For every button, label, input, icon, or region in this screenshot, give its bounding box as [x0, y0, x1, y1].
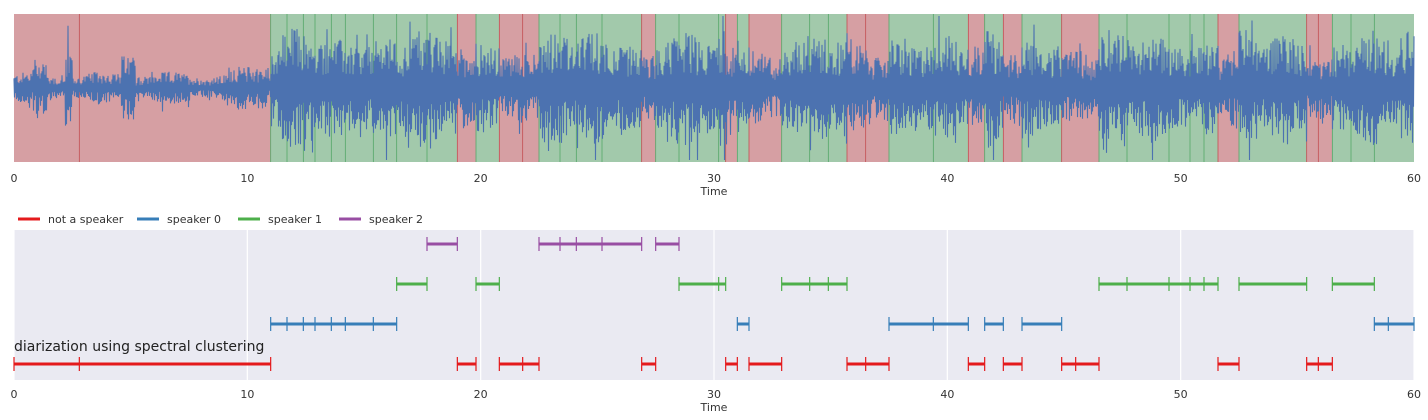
top-x-axis: 0 10 20 30 40 50 60 — [11, 172, 1422, 185]
legend-label: speaker 2 — [369, 213, 423, 226]
bottom-x-axis: 0 10 20 30 40 50 60 — [11, 388, 1422, 401]
x-tick-label: 30 — [707, 172, 721, 185]
diarization-annotation: diarization using spectral clustering — [14, 339, 264, 355]
legend-label: not a speaker — [48, 213, 124, 226]
x-tick-label: 50 — [1174, 388, 1188, 401]
speaker-series — [13, 237, 1415, 371]
x-tick-label: 60 — [1407, 388, 1421, 401]
top-x-axis-title: Time — [700, 185, 728, 198]
x-tick-label: 10 — [240, 172, 254, 185]
x-tick-label: 40 — [940, 172, 954, 185]
x-tick-label: 0 — [11, 172, 18, 185]
x-tick-label: 30 — [707, 388, 721, 401]
series-speaker-2 — [426, 237, 680, 251]
legend-label: speaker 0 — [167, 213, 221, 226]
waveform — [13, 15, 1415, 161]
grid-lines — [13, 230, 1415, 380]
x-tick-label: 20 — [474, 172, 488, 185]
x-tick-label: 40 — [940, 388, 954, 401]
series-speaker-1 — [396, 277, 1375, 291]
diarization-panel: diarization using spectral clustering 0 1… — [11, 230, 1422, 414]
x-tick-label: 0 — [11, 388, 18, 401]
x-tick-label: 20 — [474, 388, 488, 401]
waveform-panel: 0 10 20 30 40 50 60 Time — [11, 14, 1422, 198]
x-tick-label: 50 — [1174, 172, 1188, 185]
x-tick-label: 10 — [240, 388, 254, 401]
bottom-x-axis-title: Time — [700, 401, 728, 414]
series-not-a-speaker — [13, 357, 1333, 371]
series-speaker-0 — [270, 317, 1415, 331]
legend: not a speaker speaker 0 speaker 1 speaker 2 — [18, 213, 423, 226]
legend-label: speaker 1 — [268, 213, 322, 226]
x-tick-label: 60 — [1407, 172, 1421, 185]
